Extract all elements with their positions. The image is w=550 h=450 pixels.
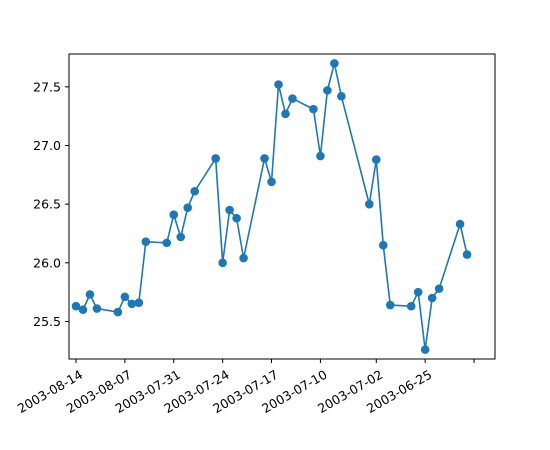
series-layer bbox=[71, 59, 472, 354]
data-point bbox=[78, 305, 88, 315]
data-point bbox=[141, 237, 151, 246]
data-point bbox=[462, 250, 472, 259]
data-point bbox=[337, 91, 346, 101]
data-point bbox=[364, 199, 374, 209]
y-axis: 25.5 26.0 26.5 27.0 27.5 bbox=[33, 79, 69, 329]
y-tick-label: 26.5 bbox=[33, 197, 61, 212]
data-point bbox=[385, 300, 395, 310]
data-point bbox=[120, 292, 130, 302]
data-point bbox=[190, 186, 200, 196]
data-point bbox=[169, 210, 179, 220]
data-point bbox=[113, 307, 123, 317]
data-point bbox=[162, 238, 172, 248]
plot-area bbox=[69, 54, 495, 359]
data-point bbox=[274, 80, 283, 89]
data-point bbox=[309, 104, 318, 114]
data-point bbox=[183, 203, 193, 212]
data-point bbox=[92, 304, 102, 313]
data-point bbox=[413, 287, 423, 297]
data-point bbox=[232, 213, 241, 223]
y-tick-label: 25.5 bbox=[33, 314, 61, 329]
data-point bbox=[323, 86, 332, 95]
data-point bbox=[127, 299, 137, 309]
data-point bbox=[211, 154, 220, 163]
data-point bbox=[134, 298, 144, 307]
data-point bbox=[427, 293, 437, 303]
data-point bbox=[330, 59, 339, 68]
data-point bbox=[267, 177, 276, 187]
data-point bbox=[371, 155, 381, 164]
y-tick-label: 26.0 bbox=[33, 255, 61, 270]
data-point bbox=[316, 151, 325, 161]
y-tick-label: 27.0 bbox=[33, 138, 61, 153]
data-point bbox=[406, 301, 416, 311]
data-point bbox=[225, 205, 234, 215]
data-point bbox=[239, 253, 248, 263]
data-point bbox=[71, 301, 81, 311]
data-point bbox=[85, 290, 95, 299]
data-point bbox=[378, 240, 388, 250]
y-tick-label: 27.5 bbox=[33, 79, 61, 94]
data-point bbox=[281, 109, 290, 119]
data-point bbox=[455, 219, 465, 229]
data-point bbox=[218, 258, 227, 268]
data-point bbox=[434, 284, 444, 293]
data-point bbox=[260, 154, 269, 163]
data-point bbox=[420, 345, 430, 354]
data-point bbox=[288, 94, 297, 103]
plot-frame bbox=[68, 53, 496, 360]
data-point bbox=[176, 232, 186, 242]
